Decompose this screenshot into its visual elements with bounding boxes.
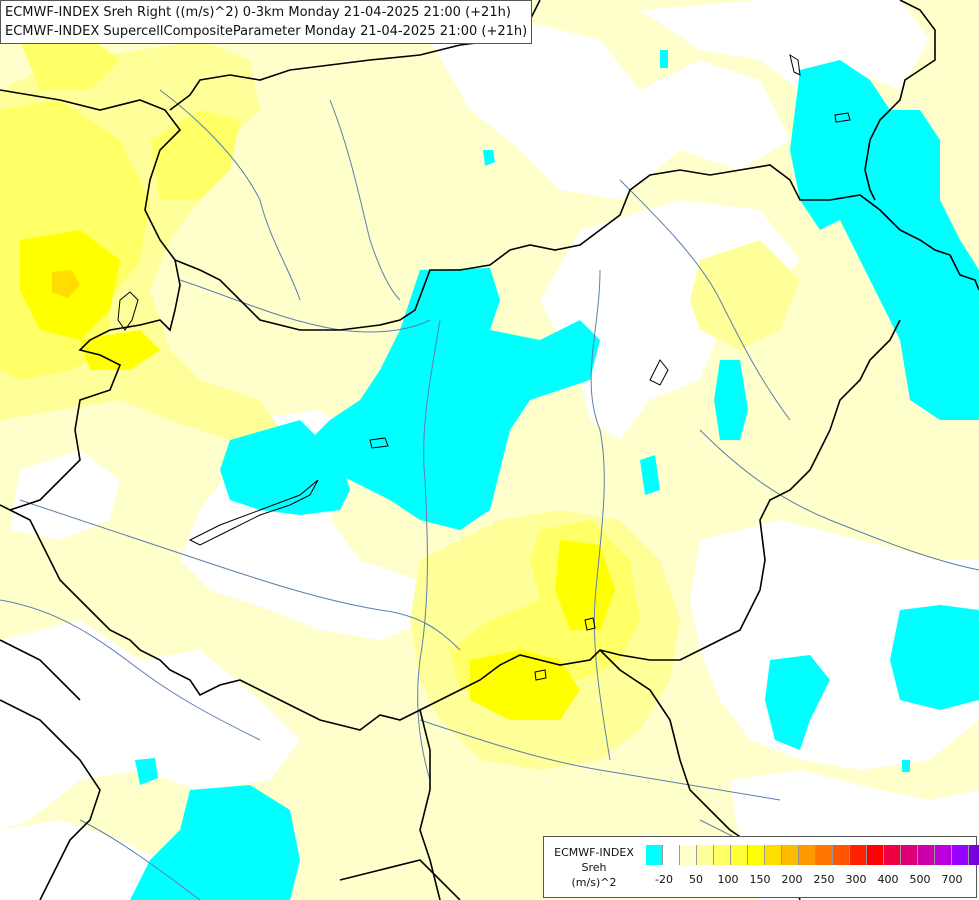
legend-swatch [697,845,714,865]
map-title-box: ECMWF-INDEX Sreh Right ((m/s)^2) 0-3km M… [0,0,533,44]
legend-tick-label: 500 [909,873,931,886]
legend-title-source: ECMWF-INDEX [554,846,634,859]
field-cyan-areas [130,50,979,900]
legend-tick-label: 400 [877,873,899,886]
legend-tick-labels: -20 50 100 150 200 250 300 400 500 700 [646,873,976,889]
legend-tick-label: 300 [845,873,867,886]
legend-swatch [731,845,748,865]
rivers [0,89,979,900]
title-line-1: ECMWF-INDEX Sreh Right ((m/s)^2) 0-3km M… [5,5,511,20]
legend-swatch [952,845,969,865]
legend-swatch [884,845,901,865]
legend-tick-label: 50 [689,873,703,886]
legend-tick-label: 100 [717,873,739,886]
legend-swatch [969,845,979,865]
legend-swatch [901,845,918,865]
legend-swatch [918,845,935,865]
legend-color-scale [646,845,979,865]
legend-title: ECMWF-INDEX Sreh (m/s)^2 [548,845,640,890]
legend-tick-label: 700 [941,873,963,886]
legend-swatch [663,845,680,865]
legend-tick-label: -20 [655,873,673,886]
legend-swatch [799,845,816,865]
legend-swatch [646,845,663,865]
legend-swatch [867,845,884,865]
legend-swatch [714,845,731,865]
legend-tick-label: 150 [749,873,771,886]
legend-swatch [816,845,833,865]
legend-swatch [680,845,697,865]
legend-tick-label: 200 [781,873,803,886]
lakes [117,53,851,681]
legend-swatch [748,845,765,865]
legend-title-unit: (m/s)^2 [571,876,617,889]
legend-tick-label: 250 [813,873,835,886]
legend-swatch [935,845,952,865]
legend: ECMWF-INDEX Sreh (m/s)^2 -20 50 100 150 200 2… [543,836,979,898]
legend-swatch [782,845,799,865]
legend-title-variable: Sreh [581,861,607,874]
legend-swatch [850,845,867,865]
title-line-2: ECMWF-INDEX SupercellCompositeParameter … [5,24,528,39]
legend-swatch [765,845,782,865]
legend-swatch [833,845,850,865]
field-orange-spot [52,270,80,298]
